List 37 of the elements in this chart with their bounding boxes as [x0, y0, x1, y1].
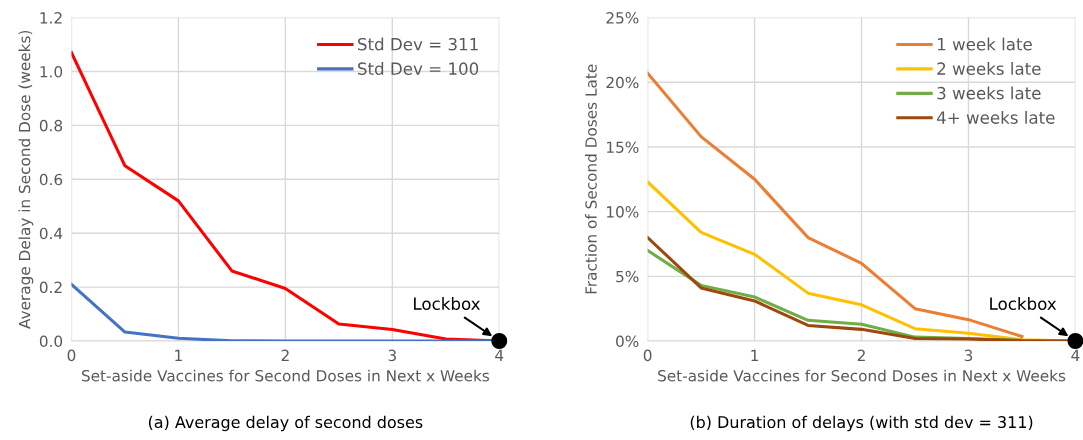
- y-tick-label: 15%: [607, 141, 639, 153]
- x-tick-label: 4: [1071, 349, 1080, 361]
- x-tick-label: 3: [964, 349, 973, 362]
- legend-label: Std Dev = 311: [358, 37, 478, 51]
- y-tick-label: 0.0: [39, 335, 63, 348]
- y-tick-label: 20%: [606, 76, 639, 89]
- x-tick-label: 2: [857, 349, 865, 361]
- y-tick-label: 0.4: [39, 227, 63, 240]
- y-axis-title: Average Delay in Second Dose (weeks): [18, 30, 34, 329]
- legend-label: 4+ weeks late: [936, 110, 1055, 124]
- legend-label: Std Dev = 100: [358, 62, 479, 75]
- x-tick-label: 2: [281, 349, 289, 361]
- text: (b) Duration of delays (with std dev = 311): [690, 415, 1033, 432]
- legend-label: 1 week late: [937, 37, 1032, 51]
- x-tick-label: 4: [495, 349, 504, 361]
- y-tick-label: 1.2: [40, 12, 62, 24]
- y-tick-label: 0%: [616, 335, 639, 348]
- y-tick-label: 0.2: [39, 281, 62, 294]
- annotation: Lockbox: [414, 297, 480, 310]
- x-axis-title: Set-aside Vaccines for Second Doses in Next x Weeks: [658, 369, 1066, 382]
- x-tick-label: 1: [175, 349, 182, 361]
- x-tick-label: 1: [751, 349, 759, 361]
- y-tick-label: 0.8: [39, 119, 63, 132]
- y-tick-label: 1.0: [40, 65, 63, 78]
- y-tick-label: 25%: [606, 12, 639, 24]
- y-tick-label: 5%: [616, 270, 639, 283]
- annotation: Lockbox: [990, 297, 1057, 310]
- text: (a) Average delay of second doses: [148, 415, 423, 432]
- y-axis-title: Fraction of Second Doses Late: [585, 64, 597, 294]
- legend-label: 2 weeks late: [937, 62, 1041, 75]
- x-axis-title: Set-aside Vaccines for Second Doses in Next x Weeks: [81, 369, 490, 382]
- x-tick-label: 0: [643, 349, 652, 362]
- y-tick-label: 0.6: [39, 173, 63, 186]
- x-tick-label: 3: [388, 349, 396, 362]
- y-tick-label: 10%: [607, 206, 639, 218]
- legend-label: 3 weeks late: [937, 86, 1041, 100]
- x-tick-label: 0: [67, 349, 76, 362]
